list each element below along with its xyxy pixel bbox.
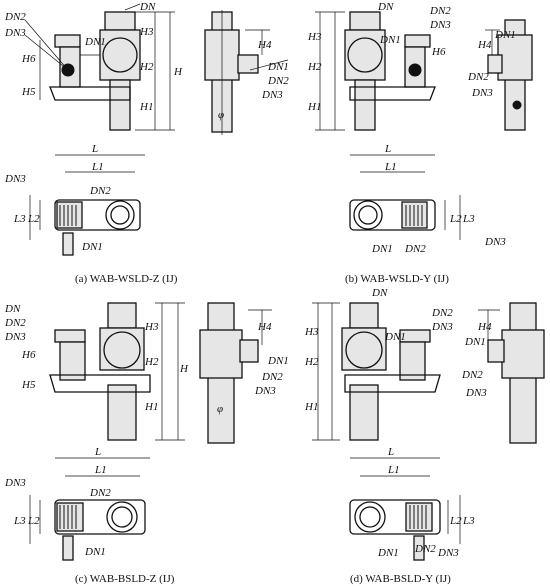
fig-b-dn2-side-label: DN2 (467, 71, 489, 83)
fig-c-l3-label: L3 (13, 515, 26, 527)
fig-b-dn1-side-label: DN1 (494, 29, 516, 41)
fig-b-dn3-side-label: DN3 (471, 87, 493, 99)
fig-b-h1-label: H1 (307, 101, 321, 113)
fig-a-h-label: H (173, 66, 183, 78)
fig-a-l3-label: L3 (13, 213, 26, 225)
fig-c-dn3-label: DN3 (4, 331, 26, 343)
caption-a: (a) WAB-WSLD-Z (IJ) (75, 273, 178, 285)
fig-a-plan-dn3-label: DN3 (4, 173, 26, 185)
fig-ab-side-view (204, 10, 289, 135)
fig-a-plan (29, 154, 145, 256)
fig-c-plan-dn2-label: DN2 (89, 487, 111, 499)
fig-c-dn2-label: DN2 (4, 317, 26, 329)
fig-d-h3-label: H3 (304, 326, 319, 338)
fig-d-h1-label: H1 (304, 401, 318, 413)
fig-d-elevation (312, 302, 441, 441)
fig-cd-dn1-label: DN1 (267, 355, 289, 367)
fig-a-h5-label: H5 (21, 86, 36, 98)
fig-c-l-label: L (94, 446, 101, 458)
fig-c-h1-label: H1 (144, 401, 158, 413)
fig-cd-dn3-label: DN3 (254, 385, 276, 397)
fig-b-plan (349, 154, 461, 240)
fig-a-elevation (24, 3, 175, 131)
fig-b-h6-label: H6 (431, 46, 446, 58)
fig-d-dn1-side-label: DN1 (464, 336, 486, 348)
fig-c-h3-label: H3 (144, 321, 159, 333)
fig-b-h4-label: H4 (477, 39, 492, 51)
fig-d-dn3-side-label: DN3 (465, 387, 487, 399)
fig-b-h2-label: H2 (307, 61, 322, 73)
fig-d-dn2-label: DN2 (431, 307, 453, 319)
fig-b-l1-label: L1 (384, 161, 397, 173)
fig-ab-h4-label: H4 (257, 39, 272, 51)
fig-cd-side-view (199, 302, 272, 444)
fig-d-l2-label: L2 (449, 515, 462, 527)
fig-b-dn3-label: DN3 (429, 19, 451, 31)
fig-c-dn-label: DN (4, 303, 21, 315)
fig-ab-dn1-label: DN1 (267, 61, 289, 73)
fig-ab-dn2-label: DN2 (267, 75, 289, 87)
fig-b-elevation (315, 11, 436, 131)
fig-c-h-label: H (179, 363, 189, 375)
fig-c-h6-label: H6 (21, 349, 36, 361)
caption-d: (d) WAB-BSLD-Y (IJ) (350, 573, 451, 585)
fig-d-h4-label: H4 (477, 321, 492, 333)
fig-c-h5-label: H5 (21, 379, 36, 391)
caption-c: (c) WAB-BSLD-Z (IJ) (75, 573, 175, 585)
fig-d-dn1-label: DN1 (384, 331, 406, 343)
fig-d-dn2-side-label: DN2 (461, 369, 483, 381)
fig-d-l3-label: L3 (462, 515, 475, 527)
fig-c-plan (29, 457, 150, 561)
fig-c-l1-label: L1 (94, 464, 107, 476)
fig-a-h6-label: H6 (21, 53, 36, 65)
fig-d-l1-label: L1 (387, 464, 400, 476)
fig-a-h1-label: H1 (139, 101, 153, 113)
fig-c-plan-dn1-label: DN1 (84, 546, 106, 558)
fig-d-dn3-label: DN3 (431, 321, 453, 333)
fig-c-plan-dn3-label: DN3 (4, 477, 26, 489)
fig-b-dn-label: DN (377, 1, 394, 13)
fig-d-plan (349, 457, 461, 561)
fig-c-h2-label: H2 (144, 356, 159, 368)
fig-b-l-label: L (384, 143, 391, 155)
fig-b-plan-dn1-label: DN1 (371, 243, 393, 255)
fig-a-plan-dn2-label: DN2 (89, 185, 111, 197)
fig-ab-dn3-label: DN3 (261, 89, 283, 101)
fig-b-l2-label: L2 (449, 213, 462, 225)
fig-c-l2-label: L2 (27, 515, 40, 527)
fig-d-l-label: L (387, 446, 394, 458)
fig-a-plan-dn1-label: DN1 (81, 241, 103, 253)
fig-b-plan-dn2-label: DN2 (404, 243, 426, 255)
fig-d-dn-label: DN (371, 287, 388, 299)
fig-a-dn1-label: DN1 (84, 36, 106, 48)
fig-a-dn-label: DN (139, 1, 156, 13)
fig-b-plan-dn3-label: DN3 (484, 236, 506, 248)
fig-d-plan-dn2-label: DN2 (414, 543, 436, 555)
fig-cd-dn2-label: DN2 (261, 371, 283, 383)
fig-d-side-view (478, 302, 545, 444)
fig-b-side-view (485, 19, 533, 131)
caption-b: (b) WAB-WSLD-Y (IJ) (345, 273, 449, 285)
fig-d-plan-dn1-label: DN1 (377, 547, 399, 559)
fig-cd-phi-label: φ (217, 403, 223, 415)
fig-d-plan-dn3-label: DN3 (437, 547, 459, 559)
fig-b-dn1-label: DN1 (379, 34, 401, 46)
fig-c-elevation (49, 302, 185, 441)
fig-a-dn2-label: DN2 (4, 11, 26, 23)
fig-b-l3-label: L3 (462, 213, 475, 225)
fig-a-h3-label: H3 (139, 26, 154, 38)
fig-a-dn3-label: DN3 (4, 27, 26, 39)
fig-b-h3-label: H3 (307, 31, 322, 43)
fig-a-l2-label: L2 (27, 213, 40, 225)
fig-a-l-label: L (91, 143, 98, 155)
fig-d-h2-label: H2 (304, 356, 319, 368)
fig-b-dn2-label: DN2 (429, 5, 451, 17)
fig-a-h2-label: H2 (139, 61, 154, 73)
fig-a-l1-label: L1 (91, 161, 104, 173)
fig-cd-h4-label: H4 (257, 321, 272, 333)
fig-ab-phi-label: φ (218, 109, 224, 121)
